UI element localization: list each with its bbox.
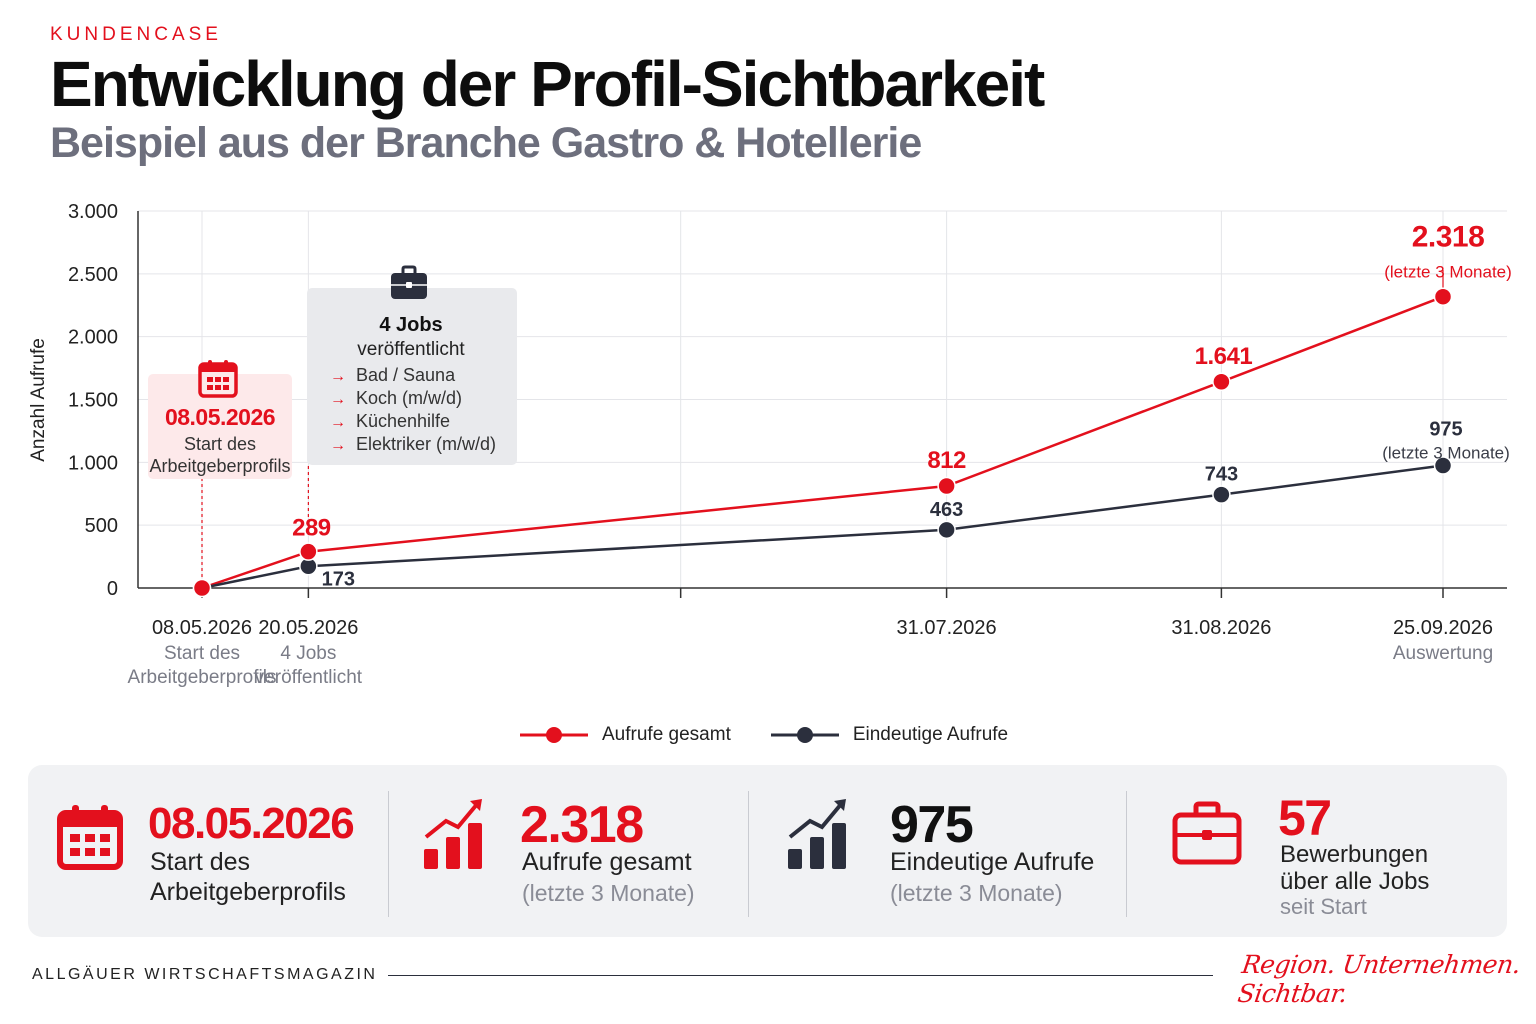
x-tick-sublabel: 4 Jobs <box>280 643 336 664</box>
annotation-box-start <box>148 374 292 479</box>
x-tick-sublabel: veröffentlicht <box>255 667 363 688</box>
legend-item-unique: Eindeutige Aufrufe <box>770 724 1009 746</box>
x-tick-label: 31.08.2026 <box>1171 617 1271 639</box>
data-point-unique <box>937 520 956 540</box>
calendar-icon <box>198 360 238 398</box>
x-tick-sublabel: Start des <box>164 643 240 664</box>
stat-divider <box>388 791 389 917</box>
data-label-unique: 173 <box>322 568 355 590</box>
data-point-total <box>937 476 956 496</box>
stat-sub: seit Start <box>1280 894 1367 919</box>
page-subtitle: Beispiel aus der Branche Gastro & Hotell… <box>50 119 922 167</box>
x-tick-sublabel: Arbeitgeberprofils <box>128 667 277 688</box>
data-point-total <box>1212 372 1231 392</box>
stat-sub: (letzte 3 Monate) <box>522 880 695 906</box>
legend-label-unique: Eindeutige Aufrufe <box>852 724 1009 745</box>
stats-panel: 08.05.2026 Start des Arbeitgeberprofils … <box>28 765 1507 937</box>
y-tick-label: 3.000 <box>68 201 118 223</box>
series-line-unique <box>201 464 1444 590</box>
calendar-icon <box>57 805 123 870</box>
stat-unique-views: 975 Eindeutige Aufrufe (letzte 3 Monate) <box>748 765 1126 937</box>
x-tick-sublabel: Auswertung <box>1393 643 1493 664</box>
stat-total-views: 2.318 Aufrufe gesamt (letzte 3 Monate) <box>388 765 748 937</box>
data-point-total <box>1433 287 1453 306</box>
stat-divider <box>748 791 749 917</box>
stat-value: 57 <box>1278 790 1332 846</box>
stat-sub: (letzte 3 Monate) <box>890 880 1063 906</box>
arrow-right-icon: → <box>330 391 346 408</box>
y-tick-label: 2.000 <box>68 327 118 349</box>
y-tick-label: 1.000 <box>68 452 118 474</box>
stat-divider <box>1126 791 1127 917</box>
stat-label: Eindeutige Aufrufe <box>890 848 1095 876</box>
data-note-unique: (letzte 3 Monate) <box>1382 443 1510 462</box>
stat-label: Aufrufe gesamt <box>522 848 692 876</box>
stat-applications: 57 Bewerbungen über alle Jobs seit Start <box>1126 765 1507 937</box>
x-tick-label: 25.09.2026 <box>1393 617 1493 639</box>
y-tick-label: 2.500 <box>68 264 118 286</box>
briefcase-icon <box>1172 801 1242 865</box>
x-tick-label: 31.07.2026 <box>897 617 997 639</box>
data-label-total: 1.641 <box>1195 343 1253 370</box>
stat-label: Start des Arbeitgeberprofils <box>150 848 346 906</box>
annotation-text-start: Arbeitgeberprofils <box>149 456 290 476</box>
data-label-total: 812 <box>927 447 966 474</box>
data-label-unique: 975 <box>1429 418 1462 440</box>
legend-line-red-icon <box>520 727 588 743</box>
data-point-total <box>299 542 318 561</box>
y-tick-label: 0 <box>107 578 118 600</box>
arrow-right-icon: → <box>330 414 346 431</box>
x-tick-label: 20.05.2026 <box>258 617 358 639</box>
briefcase-icon <box>391 265 427 299</box>
legend-item-total: Aufrufe gesamt <box>520 724 731 746</box>
data-point-total <box>192 578 212 598</box>
annotation-job-item: Küchenhilfe <box>356 411 450 431</box>
annotation-job-item: Koch (m/w/d) <box>356 388 462 408</box>
stat-value: 08.05.2026 <box>148 799 355 848</box>
data-point-unique <box>1433 456 1453 475</box>
annotation-text-jobs: veröffentlicht <box>357 339 465 360</box>
y-axis-label: Anzahl Aufrufe <box>28 338 49 462</box>
stat-start-date: 08.05.2026 Start des Arbeitgeberprofils <box>28 765 388 937</box>
stat-value: 2.318 <box>520 796 644 854</box>
footer-brand: ALLGÄUER WIRTSCHAFTSMAGAZIN <box>32 966 378 983</box>
annotation-box-jobs <box>307 288 517 465</box>
data-label-total: 2.318 <box>1412 221 1485 254</box>
y-tick-label: 1.500 <box>68 390 118 412</box>
footer-divider <box>388 975 1213 976</box>
stat-label: Bewerbungen über alle Jobs <box>1280 841 1430 895</box>
stat-value: 975 <box>890 796 974 854</box>
legend-label-total: Aufrufe gesamt <box>602 724 731 745</box>
annotation-job-item: Elektriker (m/w/d) <box>356 434 496 454</box>
data-label-unique: 463 <box>930 499 963 521</box>
data-label-total: 289 <box>292 515 331 542</box>
rising-bar-chart-icon <box>424 799 482 869</box>
rising-bar-chart-icon <box>788 799 846 869</box>
line-chart: 0 500 1.000 1.500 2.000 2.500 3.000 08.05.2026 S… <box>28 201 1512 688</box>
footer-tagline: Region. Unternehmen. Sichtbar. <box>1235 950 1523 1008</box>
annotation-title-start: 08.05.2026 <box>165 404 275 430</box>
data-point-unique <box>1212 485 1231 504</box>
data-note-total: (letzte 3 Monate) <box>1384 263 1512 282</box>
y-tick-label: 500 <box>85 515 118 537</box>
kicker: KUNDENCASE <box>50 24 222 45</box>
annotation-job-item: Bad / Sauna <box>356 365 456 385</box>
annotation-text-start: Start des <box>184 434 256 454</box>
arrow-right-icon: → <box>330 437 346 454</box>
chart-legend: Aufrufe gesamt Eindeutige Aufrufe <box>520 722 1008 748</box>
page-title: Entwicklung der Profil-Sichtbarkeit <box>50 48 1045 120</box>
legend-line-dark-icon <box>770 727 839 743</box>
x-tick-label: 08.05.2026 <box>152 617 252 639</box>
arrow-right-icon: → <box>330 368 346 385</box>
data-label-unique: 743 <box>1205 464 1238 486</box>
annotation-title-jobs: 4 Jobs <box>379 314 442 336</box>
